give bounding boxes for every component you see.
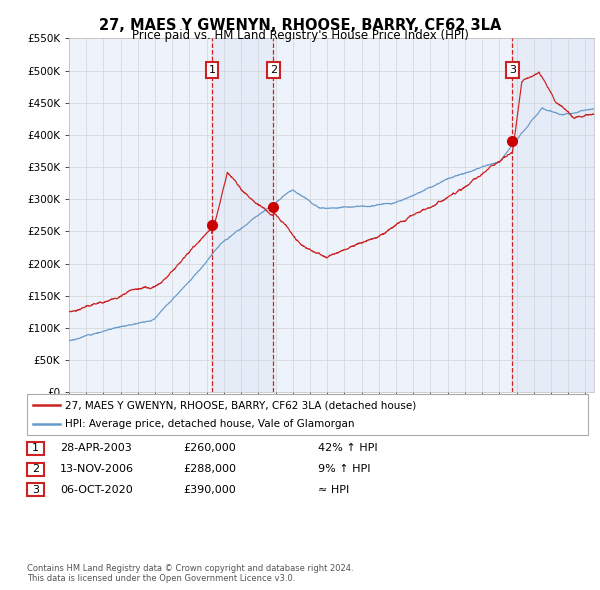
Text: 13-NOV-2006: 13-NOV-2006 bbox=[60, 464, 134, 474]
Text: Price paid vs. HM Land Registry's House Price Index (HPI): Price paid vs. HM Land Registry's House … bbox=[131, 30, 469, 42]
Text: Contains HM Land Registry data © Crown copyright and database right 2024.: Contains HM Land Registry data © Crown c… bbox=[27, 565, 353, 573]
Text: 2: 2 bbox=[270, 65, 277, 75]
Text: 1: 1 bbox=[209, 65, 216, 75]
Text: £260,000: £260,000 bbox=[183, 444, 236, 453]
Text: 42% ↑ HPI: 42% ↑ HPI bbox=[318, 444, 377, 453]
Text: £390,000: £390,000 bbox=[183, 485, 236, 494]
Text: 2: 2 bbox=[32, 464, 39, 474]
Text: 27, MAES Y GWENYN, RHOOSE, BARRY, CF62 3LA (detached house): 27, MAES Y GWENYN, RHOOSE, BARRY, CF62 3… bbox=[65, 400, 416, 410]
Text: HPI: Average price, detached house, Vale of Glamorgan: HPI: Average price, detached house, Vale… bbox=[65, 419, 354, 430]
Bar bbox=[212, 38, 274, 392]
Text: ≈ HPI: ≈ HPI bbox=[318, 485, 349, 494]
Text: 27, MAES Y GWENYN, RHOOSE, BARRY, CF62 3LA: 27, MAES Y GWENYN, RHOOSE, BARRY, CF62 3… bbox=[99, 18, 501, 32]
Text: This data is licensed under the Open Government Licence v3.0.: This data is licensed under the Open Gov… bbox=[27, 574, 295, 583]
Bar bbox=[512, 38, 594, 392]
Text: 3: 3 bbox=[509, 65, 516, 75]
Text: 28-APR-2003: 28-APR-2003 bbox=[60, 444, 132, 453]
Text: 06-OCT-2020: 06-OCT-2020 bbox=[60, 485, 133, 494]
Text: £288,000: £288,000 bbox=[183, 464, 236, 474]
Text: 9% ↑ HPI: 9% ↑ HPI bbox=[318, 464, 371, 474]
Text: 1: 1 bbox=[32, 444, 39, 453]
Text: 3: 3 bbox=[32, 485, 39, 494]
